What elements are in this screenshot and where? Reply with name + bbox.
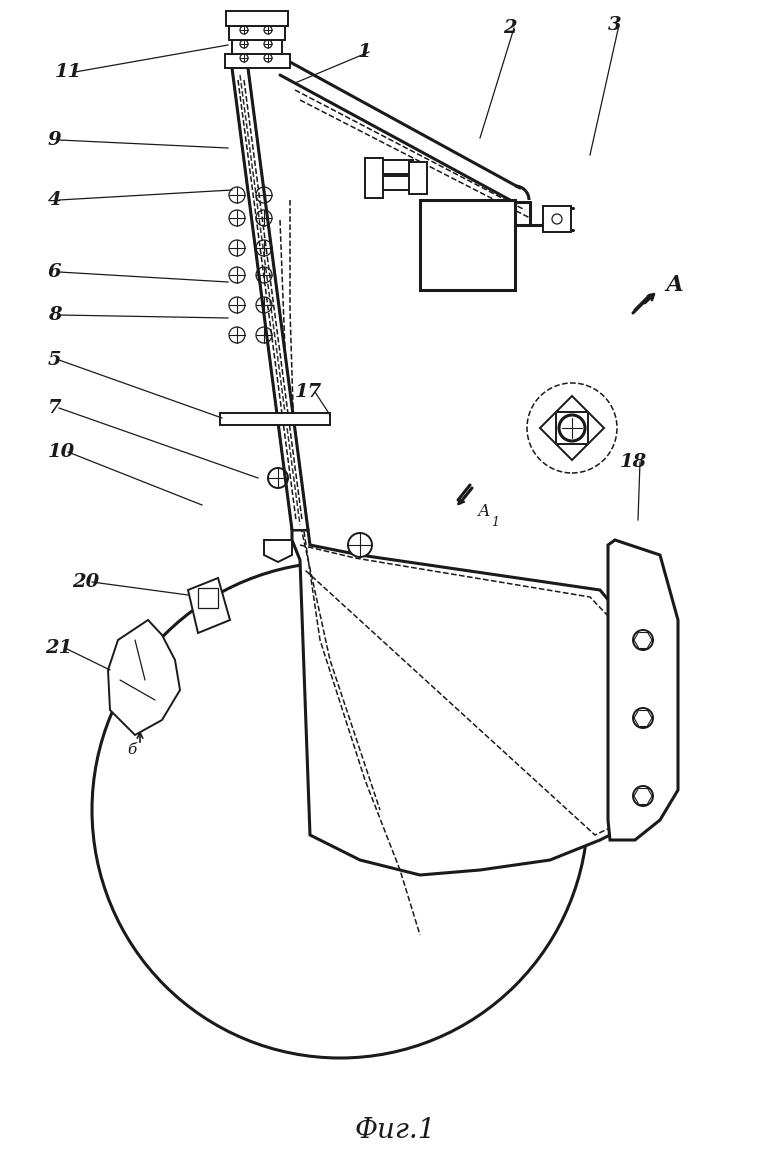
Text: 10: 10 — [48, 443, 75, 461]
Bar — [543, 207, 571, 232]
Text: 18: 18 — [620, 453, 647, 471]
Text: 5: 5 — [48, 351, 62, 369]
Text: 9: 9 — [48, 131, 62, 149]
Bar — [198, 588, 218, 608]
Text: 1: 1 — [358, 43, 371, 61]
Polygon shape — [232, 68, 308, 530]
Text: б: б — [127, 743, 136, 757]
Bar — [420, 200, 515, 291]
Polygon shape — [292, 530, 660, 875]
Bar — [556, 412, 588, 443]
Polygon shape — [540, 396, 604, 460]
Bar — [220, 413, 330, 425]
Bar — [365, 158, 383, 198]
Polygon shape — [188, 578, 230, 633]
Text: 3: 3 — [608, 16, 622, 34]
Text: 7: 7 — [48, 399, 62, 417]
Text: 8: 8 — [48, 306, 62, 324]
Bar — [229, 26, 285, 40]
Bar — [377, 176, 413, 190]
Text: 6: 6 — [48, 263, 62, 281]
Circle shape — [348, 533, 372, 557]
Text: 17: 17 — [295, 383, 322, 401]
Bar — [226, 11, 288, 26]
Bar — [232, 40, 282, 54]
Text: 4: 4 — [48, 191, 62, 209]
Text: 21: 21 — [45, 640, 73, 657]
Text: 11: 11 — [55, 63, 82, 81]
Text: 2: 2 — [503, 19, 516, 37]
Text: 20: 20 — [72, 573, 99, 591]
Bar — [377, 160, 413, 174]
Text: А: А — [665, 274, 683, 296]
Bar — [409, 162, 427, 194]
Text: А: А — [478, 503, 491, 520]
Polygon shape — [608, 540, 678, 840]
Polygon shape — [264, 540, 292, 562]
Text: Фиг.1: Фиг.1 — [354, 1117, 436, 1144]
Text: 1: 1 — [491, 516, 499, 529]
Bar — [225, 54, 290, 68]
Polygon shape — [108, 620, 180, 735]
